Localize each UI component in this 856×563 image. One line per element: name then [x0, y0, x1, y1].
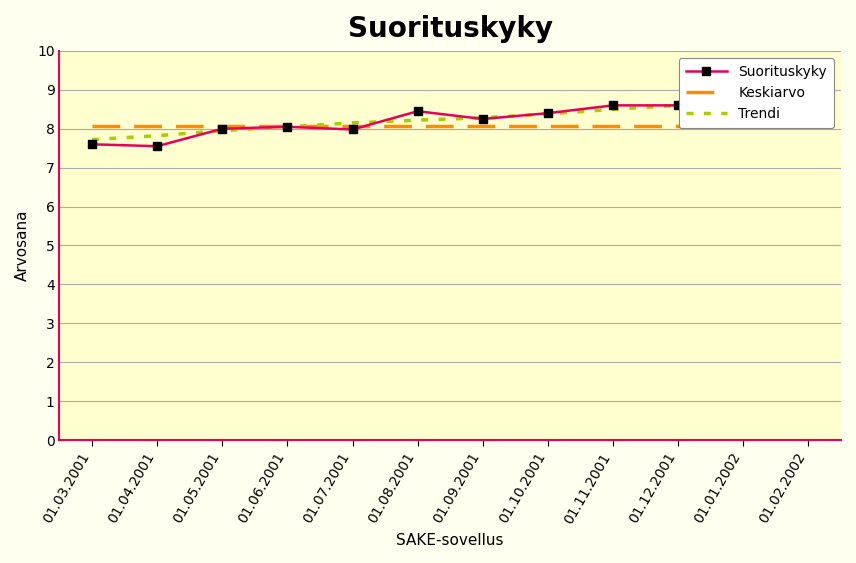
Keskiarvo: [673, 123, 683, 129]
X-axis label: SAKE-sovellus: SAKE-sovellus: [396, 533, 504, 548]
Title: Suorituskyky: Suorituskyky: [348, 15, 553, 43]
Keskiarvo: [282, 123, 293, 129]
Trendi: [413, 117, 423, 123]
Keskiarvo: [152, 123, 163, 129]
Trendi: [86, 136, 97, 143]
Suorituskyky: [608, 102, 618, 109]
Keskiarvo: [86, 123, 97, 129]
Keskiarvo: [803, 123, 813, 129]
Keskiarvo: [608, 123, 618, 129]
Trendi: [282, 123, 293, 130]
Keskiarvo: [738, 123, 748, 129]
Trendi: [608, 106, 618, 113]
Suorituskyky: [478, 115, 488, 122]
Keskiarvo: [543, 123, 553, 129]
Keskiarvo: [348, 123, 358, 129]
Suorituskyky: [86, 141, 97, 148]
Trendi: [478, 114, 488, 121]
Keskiarvo: [413, 123, 423, 129]
Suorituskyky: [282, 123, 293, 130]
Keskiarvo: [217, 123, 228, 129]
Suorituskyky: [152, 143, 163, 150]
Suorituskyky: [348, 126, 358, 133]
Trendi: [803, 92, 813, 99]
Trendi: [152, 132, 163, 139]
Suorituskyky: [803, 104, 813, 111]
Suorituskyky: [738, 104, 748, 111]
Suorituskyky: [673, 102, 683, 109]
Y-axis label: Arvosana: Arvosana: [15, 209, 30, 281]
Trendi: [738, 99, 748, 106]
Suorituskyky: [413, 108, 423, 115]
Trendi: [673, 102, 683, 109]
Trendi: [217, 127, 228, 134]
Line: Suorituskyky: Suorituskyky: [88, 101, 812, 150]
Trendi: [348, 119, 358, 126]
Trendi: [543, 110, 553, 117]
Keskiarvo: [478, 123, 488, 129]
Line: Trendi: Trendi: [92, 96, 808, 140]
Legend: Suorituskyky, Keskiarvo, Trendi: Suorituskyky, Keskiarvo, Trendi: [679, 58, 834, 128]
Suorituskyky: [543, 110, 553, 117]
Suorituskyky: [217, 126, 228, 132]
